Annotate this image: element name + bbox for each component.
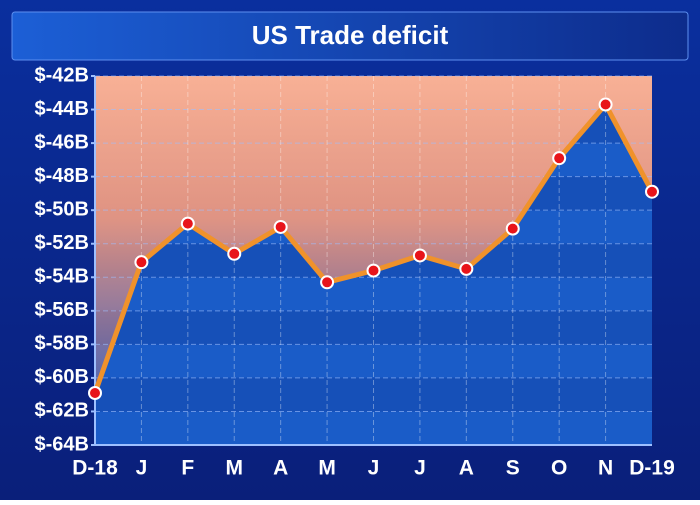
y-tick-label: $-50B bbox=[35, 198, 89, 220]
data-point bbox=[273, 219, 288, 234]
plot-band bbox=[95, 411, 652, 445]
data-point bbox=[227, 246, 242, 261]
x-tick-label: N bbox=[598, 457, 613, 480]
data-point bbox=[459, 261, 474, 276]
data-point bbox=[412, 248, 427, 263]
x-tick-label: M bbox=[318, 457, 336, 480]
x-tick-label: D-18 bbox=[72, 457, 118, 480]
x-tick-label: A bbox=[273, 457, 288, 480]
data-point bbox=[598, 97, 613, 112]
plot-band bbox=[95, 277, 652, 311]
x-tick-label: J bbox=[414, 457, 426, 480]
area-fill bbox=[95, 76, 652, 394]
data-point bbox=[645, 184, 659, 199]
y-tick-label: $-42B bbox=[35, 64, 89, 86]
plot-band bbox=[95, 377, 652, 412]
y-tick-label: $-52B bbox=[35, 232, 89, 254]
x-tick-label: D-19 bbox=[629, 457, 675, 480]
y-tick-label: $-46B bbox=[35, 131, 89, 153]
data-point bbox=[505, 221, 520, 236]
data-point bbox=[366, 263, 381, 278]
chart-title: US Trade deficit bbox=[252, 20, 449, 50]
data-point bbox=[552, 151, 567, 166]
plot-band bbox=[95, 310, 652, 345]
data-point bbox=[134, 255, 149, 270]
data-point bbox=[320, 275, 335, 290]
y-tick-label: $-62B bbox=[35, 400, 89, 422]
y-tick-label: $-56B bbox=[35, 299, 89, 321]
x-tick-label: O bbox=[551, 457, 567, 480]
y-tick-label: $-64B bbox=[35, 433, 89, 455]
y-tick-label: $-48B bbox=[35, 165, 89, 187]
y-tick-label: $-58B bbox=[35, 333, 89, 355]
x-tick-label: F bbox=[181, 457, 194, 480]
x-tick-label: J bbox=[136, 457, 148, 480]
data-point bbox=[180, 216, 195, 231]
x-tick-label: J bbox=[368, 457, 380, 480]
y-tick-label: $-54B bbox=[35, 266, 89, 288]
plot-band bbox=[95, 344, 652, 378]
data-point bbox=[88, 386, 102, 401]
y-tick-label: $-44B bbox=[35, 98, 89, 120]
x-tick-label: M bbox=[226, 457, 244, 480]
x-tick-label: A bbox=[459, 457, 474, 480]
x-tick-label: S bbox=[506, 457, 520, 480]
title-box bbox=[11, 11, 689, 61]
y-tick-label: $-60B bbox=[35, 366, 89, 388]
